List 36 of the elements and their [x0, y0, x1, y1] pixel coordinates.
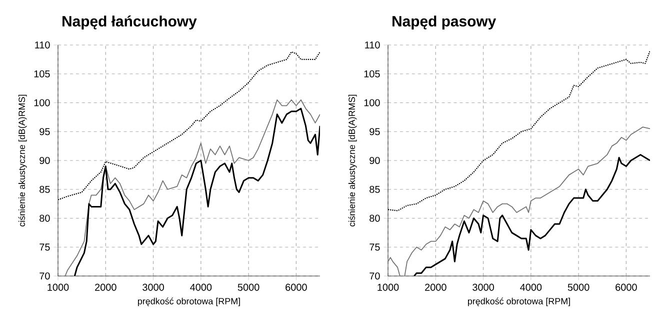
y-tick-label: 110 [365, 41, 380, 49]
y-tick-label: 95 [370, 128, 380, 136]
x-tick-label: 5000 [238, 284, 260, 291]
y-tick-label: 80 [370, 214, 380, 222]
x-tick-label: 2000 [425, 284, 446, 291]
x-tick-label: 6000 [616, 284, 637, 291]
y-axis-title: ciśnienie akustyczne [dB(A)RMS] [18, 94, 27, 226]
y-tick-label: 105 [364, 70, 380, 78]
x-tick-label: 4000 [520, 284, 542, 291]
chart-title: Napęd pasowy [392, 16, 496, 30]
y-tick-label: 75 [40, 244, 50, 251]
y-tick-label: 110 [35, 41, 50, 49]
y-tick-label: 75 [370, 244, 380, 251]
chart-title: Napęd łańcuchowy [62, 15, 197, 30]
x-tick-label: 4000 [190, 284, 212, 291]
y-axis-title: ciśnienie akustyczne [dB(A)RMS] [348, 94, 357, 226]
y-tick-label: 85 [370, 186, 380, 193]
y-tick-label: 85 [40, 186, 50, 193]
x-tick-label: 3000 [472, 284, 494, 291]
y-tick-label: 70 [370, 272, 380, 280]
x-tick-label: 3000 [142, 284, 164, 291]
x-axis-title: prędkość obrotowa [RPM] [138, 298, 240, 306]
y-tick-label: 80 [40, 214, 50, 222]
y-tick-label: 95 [40, 128, 50, 136]
x-axis-title: prędkość obrotowa [RPM] [468, 298, 570, 306]
y-tick-label: 90 [40, 156, 50, 164]
y-tick-label: 100 [34, 99, 50, 106]
x-tick-label: 1000 [48, 284, 69, 291]
x-tick-label: 5000 [568, 284, 590, 291]
y-tick-label: 90 [370, 156, 380, 164]
x-tick-label: 1000 [378, 284, 399, 291]
y-tick-label: 105 [34, 70, 50, 78]
y-tick-label: 70 [40, 272, 50, 280]
y-tick-label: 100 [364, 99, 380, 106]
x-tick-label: 2000 [95, 284, 116, 291]
x-tick-label: 6000 [286, 284, 307, 291]
